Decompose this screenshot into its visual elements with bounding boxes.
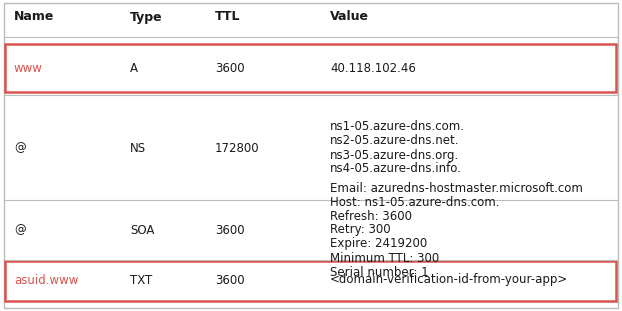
Text: ns3-05.azure-dns.org.: ns3-05.azure-dns.org. bbox=[330, 148, 459, 161]
Bar bbox=[5, 44, 616, 92]
Text: Type: Type bbox=[130, 11, 162, 24]
Text: <domain-verification-id-from-your-app>: <domain-verification-id-from-your-app> bbox=[330, 273, 569, 286]
Text: Email: azuredns-hostmaster.microsoft.com: Email: azuredns-hostmaster.microsoft.com bbox=[330, 182, 583, 194]
Text: A: A bbox=[130, 62, 138, 75]
Text: ns4-05.azure-dns.info.: ns4-05.azure-dns.info. bbox=[330, 163, 462, 175]
Text: asuid.www: asuid.www bbox=[14, 273, 78, 286]
Text: TTL: TTL bbox=[215, 11, 241, 24]
Text: @: @ bbox=[14, 142, 26, 155]
Text: @: @ bbox=[14, 224, 26, 236]
Text: NS: NS bbox=[130, 142, 146, 155]
Text: Host: ns1-05.azure-dns.com.: Host: ns1-05.azure-dns.com. bbox=[330, 196, 499, 208]
Text: Retry: 300: Retry: 300 bbox=[330, 224, 391, 236]
Text: Serial number: 1: Serial number: 1 bbox=[330, 266, 429, 278]
Text: Value: Value bbox=[330, 11, 369, 24]
Text: Expire: 2419200: Expire: 2419200 bbox=[330, 238, 427, 250]
Text: 3600: 3600 bbox=[215, 224, 244, 236]
Text: 172800: 172800 bbox=[215, 142, 259, 155]
Text: SOA: SOA bbox=[130, 224, 154, 236]
Text: Minimum TTL: 300: Minimum TTL: 300 bbox=[330, 252, 439, 264]
Text: ns2-05.azure-dns.net.: ns2-05.azure-dns.net. bbox=[330, 134, 460, 147]
Text: Refresh: 3600: Refresh: 3600 bbox=[330, 210, 412, 222]
Text: 3600: 3600 bbox=[215, 273, 244, 286]
Text: Name: Name bbox=[14, 11, 54, 24]
Text: TXT: TXT bbox=[130, 273, 152, 286]
Text: 3600: 3600 bbox=[215, 62, 244, 75]
Text: www: www bbox=[14, 62, 43, 75]
Text: 40.118.102.46: 40.118.102.46 bbox=[330, 62, 416, 75]
Bar bbox=[5, 261, 616, 301]
Text: ns1-05.azure-dns.com.: ns1-05.azure-dns.com. bbox=[330, 120, 465, 133]
